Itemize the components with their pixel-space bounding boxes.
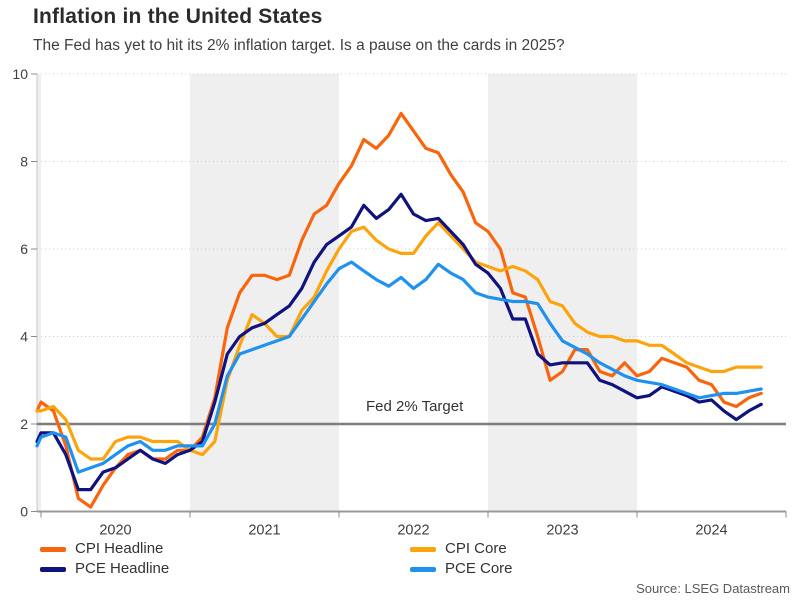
x-tick-label-2024: 2024 [695, 523, 727, 539]
x-tick-label-2023: 2023 [546, 523, 578, 539]
y-tick-label-0: 0 [20, 504, 28, 520]
series-line-pce-core [35, 260, 763, 474]
y-tick-label-8: 8 [20, 154, 28, 170]
shaded-band-2023 [488, 74, 637, 512]
y-tick-label-4: 4 [20, 329, 28, 345]
y-tick-label-6: 6 [20, 241, 28, 257]
x-tick-label-2021: 2021 [248, 523, 280, 539]
series-line-cpi-core [35, 221, 763, 461]
shaded-band-2019 [37, 74, 41, 512]
series-line-cpi-headline [35, 111, 763, 509]
source-credit: Source: LSEG Datastream [636, 581, 790, 596]
y-tick-label-10: 10 [12, 66, 28, 82]
page-title: Inflation in the United States [33, 5, 323, 28]
chart-subtitle: The Fed has yet to hit its 2% inflation … [33, 37, 565, 54]
series-line-pce-headline [35, 192, 763, 492]
x-tick-label-2020: 2020 [99, 523, 131, 539]
target-line-label: Fed 2% Target [366, 398, 464, 415]
y-tick-label-2: 2 [20, 416, 28, 432]
x-tick-label-2022: 2022 [397, 523, 429, 539]
